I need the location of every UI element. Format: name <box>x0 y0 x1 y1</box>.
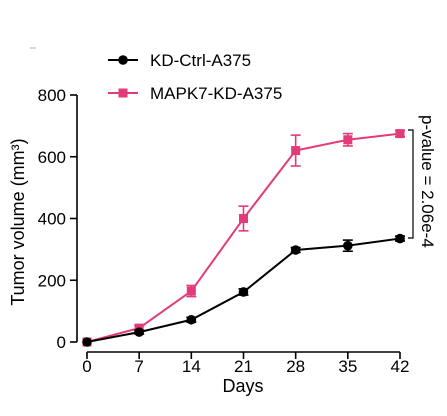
legend-marker-kd <box>118 88 128 98</box>
x-tick-label: 42 <box>391 357 410 376</box>
x-tick-label: 28 <box>286 357 305 376</box>
legend-marker-ctrl <box>118 55 128 65</box>
data-point <box>186 286 196 296</box>
x-axis-title: Days <box>222 376 263 396</box>
legend-item-ctrl: KD-Ctrl-A375 <box>108 51 251 70</box>
significance-bracket: p-value = 2.06e-4 <box>408 115 437 248</box>
data-point <box>343 240 353 251</box>
y-tick-label: 200 <box>38 271 66 290</box>
data-point <box>238 287 249 297</box>
y-tick-label: 800 <box>38 86 66 105</box>
legend-label-kd: MAPK7-KD-A375 <box>150 84 282 103</box>
x-tick-label: 7 <box>134 357 143 376</box>
data-point <box>186 314 197 325</box>
data-point <box>82 337 92 347</box>
bracket-line <box>408 129 414 239</box>
x-tick-label: 35 <box>338 357 357 376</box>
series-line <box>86 132 401 343</box>
p-value-annotation: p-value = 2.06e-4 <box>418 115 437 248</box>
y-axis-title: Tumor volume (mm³) <box>8 138 28 305</box>
y-tick-label: 600 <box>38 148 66 167</box>
y-axis: 0 200 400 600 800 <box>38 86 78 352</box>
y-tick-label: 0 <box>57 333 66 352</box>
y-ticks: 0 200 400 600 800 <box>38 86 77 352</box>
legend: KD-Ctrl-A375 MAPK7-KD-A375 <box>108 51 282 103</box>
data-point <box>134 327 144 337</box>
series-mapk7-kd <box>82 129 405 347</box>
legend-item-kd: MAPK7-KD-A375 <box>108 84 282 103</box>
data-point <box>395 129 405 139</box>
data-point <box>291 146 301 156</box>
x-tick-label: 14 <box>182 357 201 376</box>
x-tick-label: 0 <box>82 357 91 376</box>
x-ticks: 0 7 14 21 28 35 42 <box>82 352 409 376</box>
x-tick-label: 21 <box>234 357 253 376</box>
series-layer <box>82 129 405 347</box>
data-point <box>343 135 353 145</box>
y-tick-label: 400 <box>38 210 66 229</box>
series-kd-ctrl <box>82 233 405 347</box>
data-point <box>290 245 301 255</box>
x-axis: 0 7 14 21 28 35 42 <box>82 351 409 376</box>
data-point <box>395 233 405 244</box>
data-point <box>239 214 248 223</box>
legend-label-ctrl: KD-Ctrl-A375 <box>150 51 251 70</box>
